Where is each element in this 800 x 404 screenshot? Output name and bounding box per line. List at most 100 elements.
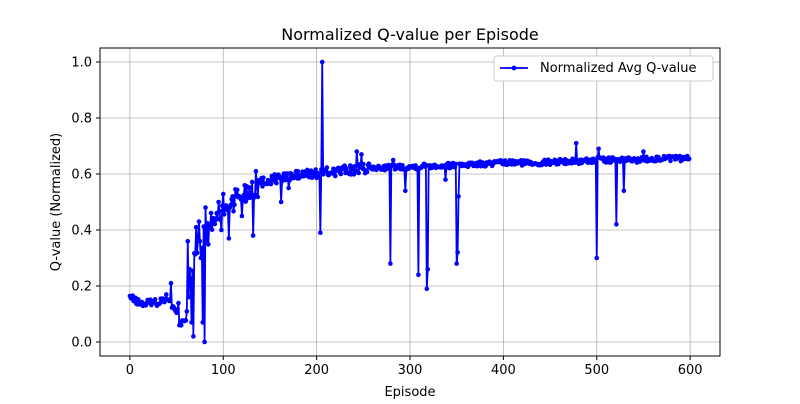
legend-marker-sample <box>511 65 517 71</box>
data-point <box>390 157 396 163</box>
data-point <box>556 161 561 167</box>
data-point <box>333 173 338 179</box>
data-point <box>221 212 227 217</box>
data-point <box>344 166 349 171</box>
data-point <box>268 181 274 187</box>
legend: Normalized Avg Q-value <box>493 55 714 82</box>
data-point <box>388 261 393 266</box>
data-point <box>361 161 366 167</box>
data-point <box>317 175 322 180</box>
data-point <box>403 188 408 194</box>
data-point <box>247 185 252 190</box>
data-point <box>216 199 221 205</box>
data-point <box>167 298 173 304</box>
data-point <box>594 255 600 261</box>
data-point <box>456 194 461 199</box>
data-point <box>176 300 181 306</box>
data-point <box>313 167 318 172</box>
data-point <box>135 296 141 302</box>
data-point <box>206 242 211 247</box>
x-axis-label: Episode <box>384 385 435 400</box>
data-point <box>584 156 589 161</box>
data-point <box>204 238 209 243</box>
data-point <box>593 159 599 165</box>
y-tick-label: 0.8 <box>71 112 92 127</box>
data-point <box>203 205 208 210</box>
data-point <box>354 149 360 154</box>
data-point <box>338 171 344 177</box>
data-point <box>254 184 260 190</box>
data-point <box>255 194 261 200</box>
data-point <box>621 188 627 194</box>
data-point <box>286 185 291 191</box>
data-point <box>194 250 200 256</box>
data-point <box>193 224 199 230</box>
data-point <box>202 339 207 345</box>
data-point <box>356 170 361 176</box>
data-point <box>274 180 279 186</box>
data-point <box>318 230 323 236</box>
data-point <box>188 276 193 282</box>
data-point <box>324 165 330 170</box>
data-point <box>443 177 448 182</box>
data-point <box>316 170 321 176</box>
data-point <box>241 192 247 198</box>
data-point <box>230 194 235 199</box>
data-point <box>189 320 194 325</box>
data-point <box>278 199 284 205</box>
data-point <box>152 297 158 302</box>
y-tick-label: 1.0 <box>71 56 92 71</box>
data-point <box>209 227 215 232</box>
data-point <box>232 202 237 208</box>
data-point <box>226 236 232 241</box>
data-point <box>234 187 240 193</box>
data-point <box>261 175 266 180</box>
data-point <box>190 268 195 274</box>
data-point <box>283 177 289 183</box>
data-point <box>614 222 619 227</box>
x-tick-label: 300 <box>398 363 423 378</box>
data-point <box>220 191 226 197</box>
data-point <box>218 217 223 223</box>
data-point <box>453 161 459 167</box>
data-point <box>185 238 191 244</box>
data-point <box>272 172 277 177</box>
data-point <box>425 266 431 272</box>
data-point <box>668 158 673 164</box>
data-point <box>164 292 169 297</box>
data-point <box>454 261 459 266</box>
data-point <box>200 320 206 325</box>
x-axis-ticks: 0 100 200 300 400 500 600 <box>126 356 703 378</box>
x-tick-label: 600 <box>678 363 703 378</box>
data-point <box>253 168 259 174</box>
data-point <box>364 169 370 175</box>
data-point <box>212 221 218 227</box>
data-point <box>219 227 224 233</box>
data-point <box>231 209 236 214</box>
x-tick-label: 100 <box>211 363 236 378</box>
data-point <box>249 179 255 185</box>
data-point <box>455 250 460 255</box>
data-point <box>175 307 180 312</box>
data-point <box>183 318 189 323</box>
data-point <box>239 213 245 219</box>
data-point <box>199 245 205 251</box>
data-point <box>596 146 601 152</box>
y-axis-label: Q-value (Normalized) <box>49 133 64 271</box>
data-point <box>250 233 256 238</box>
series-markers <box>127 59 692 345</box>
data-point <box>686 156 692 162</box>
data-point <box>198 255 204 261</box>
data-point <box>168 280 174 286</box>
legend-box <box>493 55 714 82</box>
data-point <box>573 140 579 146</box>
data-point <box>295 168 301 174</box>
legend-label: Normalized Avg Q-value <box>540 61 697 76</box>
data-point <box>416 272 421 278</box>
data-point <box>201 224 206 229</box>
data-point <box>641 149 646 154</box>
y-axis-ticks: 0.0 0.2 0.4 0.6 0.8 1.0 <box>71 56 100 351</box>
y-tick-label: 0.2 <box>71 280 92 295</box>
